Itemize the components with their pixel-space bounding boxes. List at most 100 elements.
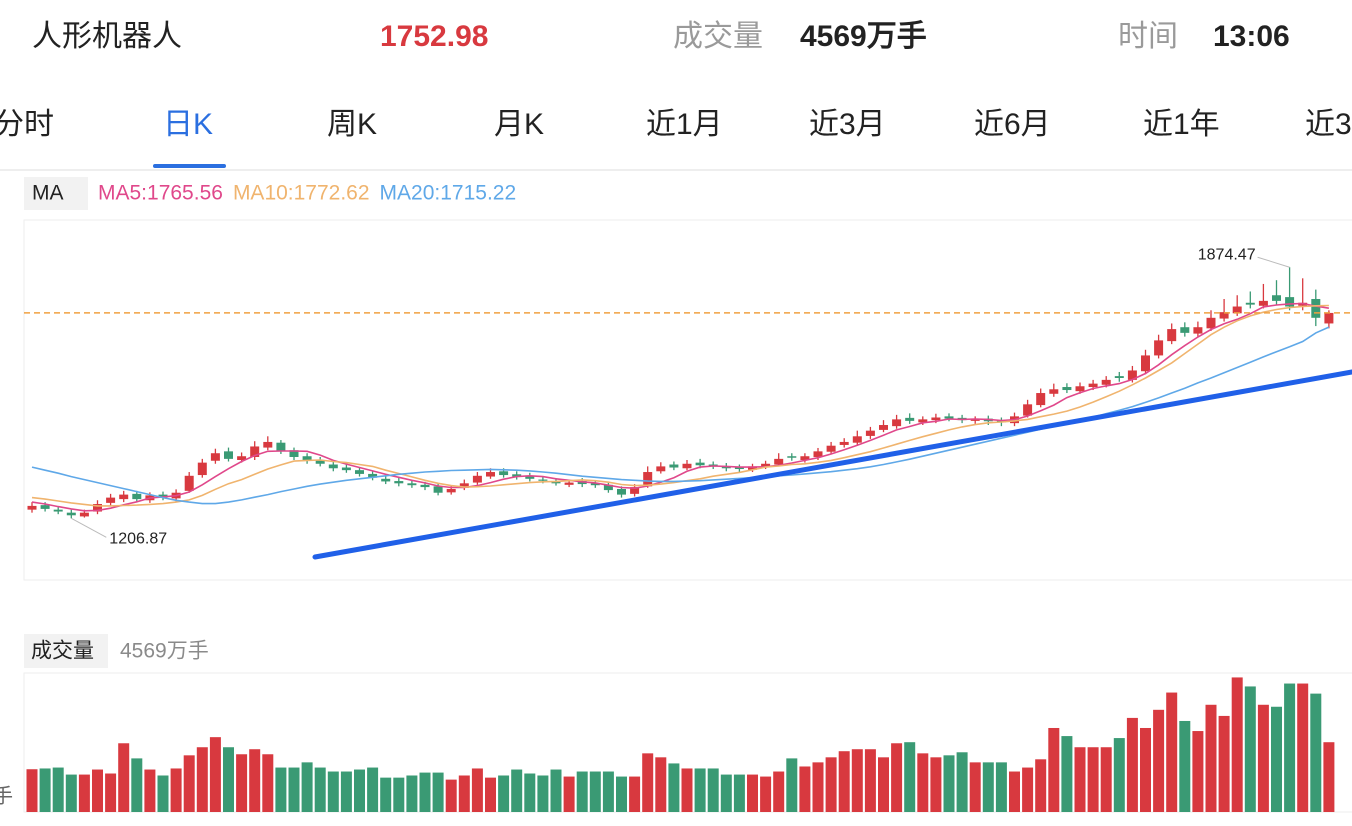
volume-value: 4569万手 [800, 20, 927, 53]
volume-bar [288, 767, 300, 812]
candle-body [774, 458, 784, 465]
volume-bar [1297, 683, 1309, 812]
candle-body [1324, 312, 1334, 324]
volume-bar [170, 768, 182, 812]
ma-line [31, 326, 1330, 505]
volume-bar [471, 768, 483, 812]
volume-bar [707, 768, 719, 812]
volume-bar [39, 768, 51, 812]
candle-body [590, 483, 600, 486]
candle-body [1088, 383, 1098, 388]
tab[interactable]: 近3月 [809, 108, 886, 141]
volume-bar [65, 774, 77, 812]
tab[interactable]: 近3 [1305, 108, 1352, 141]
volume-bar [458, 775, 470, 812]
candle-body [748, 466, 757, 470]
candle-body [512, 474, 522, 477]
candle-body [237, 456, 247, 460]
volume-bar [878, 757, 889, 812]
volume-bar [249, 749, 261, 812]
candle-body [1272, 295, 1281, 301]
candle-body [603, 484, 613, 491]
tab[interactable]: 周K [327, 108, 377, 141]
volume-bar [550, 769, 562, 812]
candle-body [1062, 387, 1072, 391]
candle-body [302, 456, 312, 461]
volume-title: 成交量 [31, 640, 94, 663]
candle-body [1154, 340, 1164, 356]
volume-bar [1205, 704, 1217, 812]
volume-bar [340, 771, 352, 812]
candle-body [826, 445, 836, 452]
candle-body [879, 425, 888, 430]
volume-bar [838, 751, 850, 812]
candle-body [538, 479, 548, 481]
time-label: 时间 [1118, 20, 1178, 53]
candle-body [918, 419, 928, 423]
candle-body [617, 488, 626, 495]
volume-bar [799, 766, 811, 812]
tab[interactable]: 分时 [0, 108, 54, 141]
volume-bar [1323, 742, 1335, 812]
volume-bar [969, 762, 981, 812]
volume-bar [183, 755, 195, 812]
volume-bar [616, 776, 627, 812]
candle-body [40, 505, 50, 509]
candle-body [800, 456, 810, 460]
candle-body [852, 436, 862, 443]
candle-body [787, 456, 797, 458]
candle-body [446, 488, 456, 493]
volume-bar [891, 743, 903, 812]
tab[interactable]: 近6月 [974, 108, 1051, 141]
volume-bar [1166, 692, 1178, 812]
volume-bar [1153, 709, 1165, 812]
tab[interactable]: 近1月 [646, 108, 723, 141]
marks [26, 267, 1335, 812]
volume-bar [1218, 715, 1230, 812]
legend-box [24, 177, 88, 210]
candle-body [1049, 389, 1059, 394]
tab-bar: 分时 日K 周K 月K 近1月 近3月 近6月 近1年 近3 [0, 108, 1352, 141]
candle-body [210, 453, 220, 461]
candle-body [1141, 355, 1150, 372]
candle-body [250, 446, 260, 457]
candle-body [53, 509, 63, 512]
volume-bar [576, 771, 588, 812]
volume-panel [23, 672, 1352, 813]
candle-body [970, 419, 980, 421]
candle-body [1193, 327, 1203, 334]
candle-body [1258, 300, 1268, 306]
volume-bar [812, 762, 824, 812]
candle-body [1036, 393, 1046, 406]
volume-bar [327, 771, 339, 812]
volume-bar [236, 754, 248, 812]
y-unit-label: 万手 [0, 784, 13, 807]
volume-bar [930, 757, 942, 812]
candle-body [499, 471, 509, 476]
volume-bar [602, 771, 614, 812]
volume-bar [733, 774, 745, 812]
candle-body [472, 475, 482, 483]
candle-body [420, 484, 430, 488]
grid: 万手 [0, 784, 13, 807]
candle-body [944, 416, 954, 419]
candle-body [1180, 327, 1190, 333]
candle-body [761, 463, 771, 467]
candle-body [27, 505, 37, 510]
volume-bar [773, 771, 785, 812]
volume-bar [1310, 693, 1322, 812]
candle-body [669, 464, 679, 468]
tab[interactable]: 日K [163, 108, 213, 141]
tab[interactable]: 月K [494, 108, 544, 141]
candle-body [839, 441, 849, 445]
tab[interactable]: 近1年 [1143, 108, 1220, 141]
price-panel [23, 219, 1352, 581]
volume-bar [1126, 717, 1138, 812]
volume-bar [1231, 677, 1243, 812]
volume-bar [275, 767, 287, 812]
volume-bar [720, 774, 732, 812]
volume-bar [524, 773, 536, 812]
volume-bar [196, 747, 208, 812]
volume-bar [1035, 759, 1047, 812]
volume-bar [419, 772, 431, 812]
